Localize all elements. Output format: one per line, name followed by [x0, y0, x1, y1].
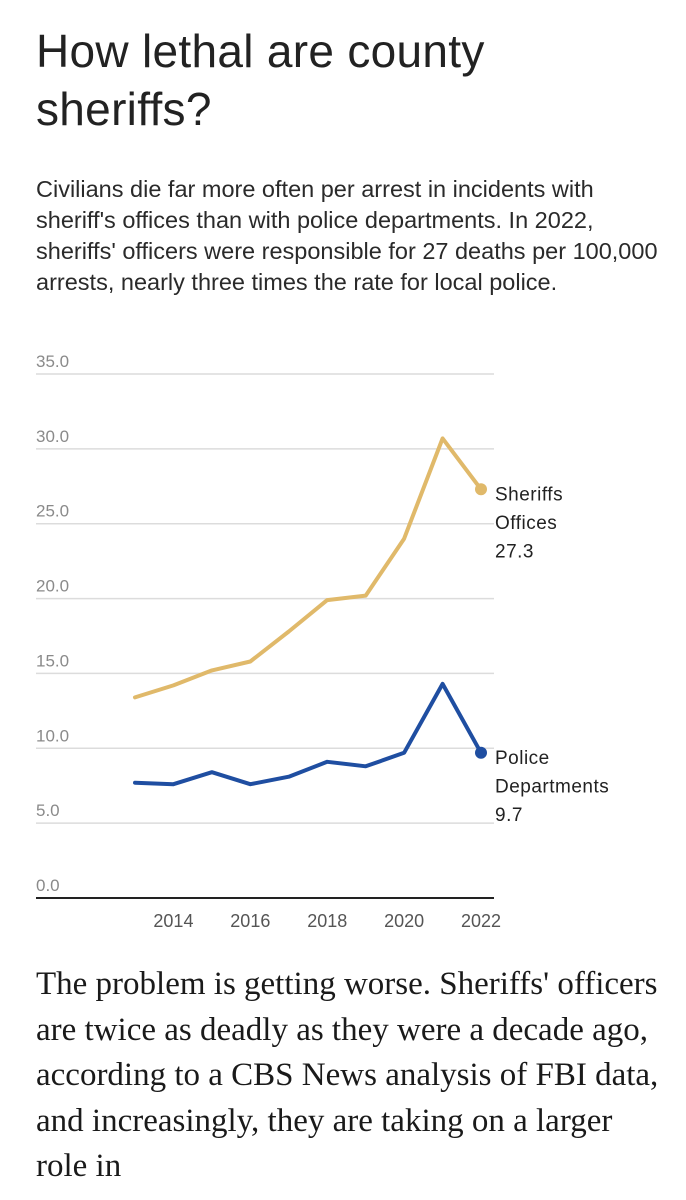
x-tick-label: 2014	[153, 911, 193, 931]
y-tick-label: 0.0	[36, 876, 60, 895]
series-end-value: 9.7	[495, 805, 523, 826]
y-tick-label: 15.0	[36, 651, 69, 670]
x-tick-label: 2022	[461, 911, 501, 931]
y-tick-label: 30.0	[36, 427, 69, 446]
series-end-point	[475, 483, 487, 496]
chart-title: How lethal are county sheriffs?	[36, 25, 485, 135]
chart-subtitle: Civilians die far more often per arrest …	[36, 176, 658, 295]
series-name-label: Offices	[495, 513, 557, 534]
x-tick-label: 2018	[307, 911, 347, 931]
series-line	[133, 681, 483, 787]
article-paragraph: The problem is getting worse. Sheriffs' …	[36, 966, 659, 1184]
gridlines: 0.0 5.0 10.0 15.0 20.0 25.0 30.0 35.0	[36, 352, 494, 899]
y-tick-label: 10.0	[36, 726, 69, 745]
x-tick-label: 2020	[384, 911, 424, 931]
x-axis: 2014 2016 2018 2020 2022	[153, 911, 501, 931]
series-name-label: Sheriffs	[495, 484, 563, 505]
x-tick-label: 2016	[230, 911, 270, 931]
series-line	[133, 436, 483, 700]
series-labels: Sheriffs Offices 27.3 Police Departments 9.7	[495, 484, 609, 825]
series	[133, 436, 487, 787]
series-end-value: 27.3	[495, 541, 534, 562]
series-end-point	[475, 746, 487, 759]
y-tick-label: 25.0	[36, 502, 69, 521]
line-chart: 0.05.010.015.020.025.030.035.0 2014 2016 2…	[36, 352, 609, 931]
y-tick-label: 20.0	[36, 577, 69, 596]
y-tick-label: 5.0	[36, 801, 60, 820]
y-tick-label: 35.0	[36, 352, 69, 371]
series-name-label: Departments	[495, 776, 609, 797]
series-name-label: Police	[495, 748, 550, 769]
